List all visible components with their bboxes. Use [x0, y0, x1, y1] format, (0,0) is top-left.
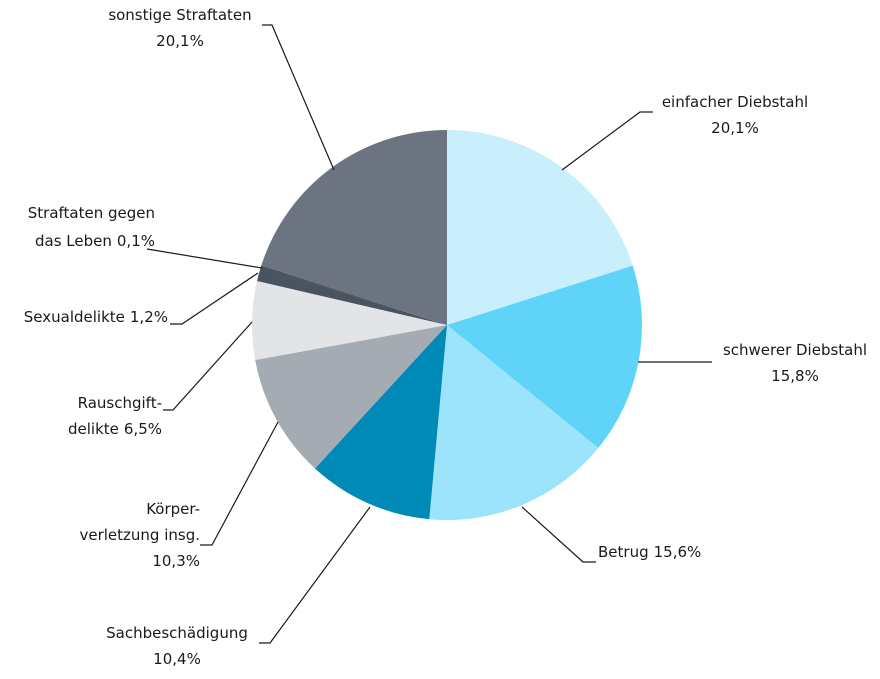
label-line: Rauschgift- [78, 394, 162, 412]
label-line: einfacher Diebstahl [662, 93, 808, 111]
leader-line [200, 421, 279, 546]
label-line: delikte [68, 420, 119, 438]
pie-slice [447, 130, 633, 325]
label-line: Sexualdelikte [24, 308, 125, 326]
pie-slice [260, 265, 447, 325]
label-line: das Leben [35, 232, 112, 250]
label-line: Betrug [598, 543, 649, 561]
slice-label: Sachbeschädigung 10,4% [106, 624, 248, 668]
leader-line [163, 321, 253, 411]
label-line: Sachbeschädigung [106, 624, 248, 642]
pie-slice [261, 130, 447, 325]
slice-label: schwerer Diebstahl 15,8% [723, 341, 867, 385]
value-label: 15,6% [654, 543, 702, 561]
slice-label: einfacher Diebstahl 20,1% [662, 93, 808, 137]
pie-slice [252, 281, 447, 360]
leader-line [259, 506, 371, 644]
value-label: 20,1% [156, 32, 204, 50]
leader-line [561, 111, 653, 171]
value-label: 15,8% [771, 367, 819, 385]
value-label: 10,3% [152, 552, 200, 570]
slice-label: Sexualdelikte 1,2% [24, 308, 168, 326]
pie-slice [429, 325, 599, 520]
label-line: sonstige Straftaten [108, 6, 251, 24]
value-label: 10,4% [153, 650, 201, 668]
label-line: Körper- [146, 500, 200, 518]
value-label: 6,5% [124, 420, 162, 438]
label-line: verletzung insg. [79, 526, 200, 544]
value-label: 0,1% [117, 232, 155, 250]
leader-line [262, 24, 335, 171]
leader-line [146, 248, 263, 269]
slice-label: Körper-verletzung insg. 10,3% [79, 500, 200, 570]
pie-slice [314, 325, 447, 520]
pie-slice [257, 266, 447, 325]
label-line: Straftaten gegen [28, 204, 155, 222]
leader-line [521, 506, 596, 563]
pie-slice [447, 265, 642, 449]
pie-slice [255, 325, 447, 469]
label-line: schwerer Diebstahl [723, 341, 867, 359]
slice-label: Rauschgift-delikte 6,5% [68, 394, 162, 438]
value-label: 1,2% [130, 308, 168, 326]
value-label: 20,1% [711, 119, 759, 137]
slice-label: Betrug 15,6% [598, 543, 701, 561]
leader-line [170, 272, 259, 325]
slice-label: sonstige Straftaten 20,1% [108, 6, 251, 50]
slice-label: Straftaten gegen das Leben 0,1% [28, 204, 155, 250]
